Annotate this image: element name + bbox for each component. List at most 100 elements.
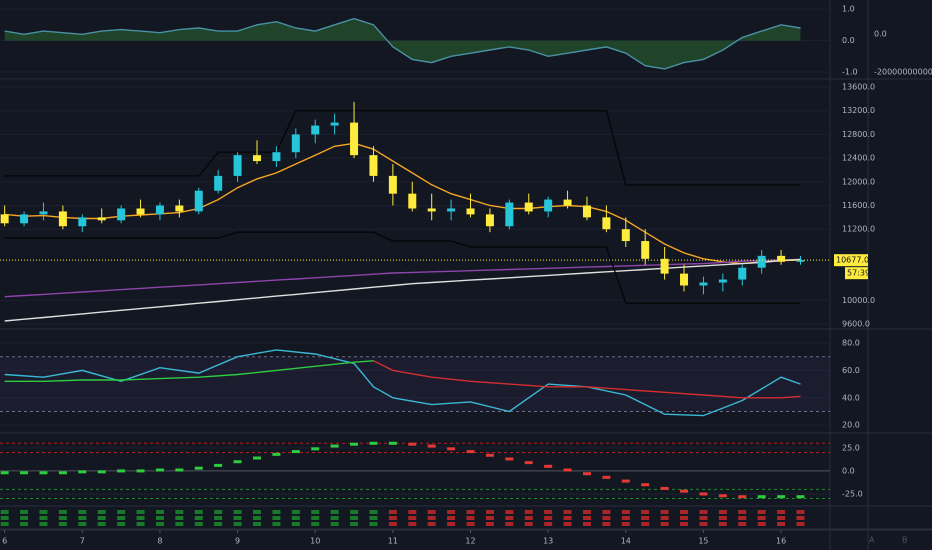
oscillator-dot (699, 492, 708, 496)
signal-dot (155, 522, 164, 526)
candle-body (0, 214, 9, 224)
signal-dot (214, 516, 223, 520)
candle-body (388, 175, 397, 194)
signal-dot (447, 510, 456, 514)
x-tick-label: 11 (388, 537, 398, 546)
signal-dot (621, 510, 630, 514)
candle-body (777, 255, 786, 262)
signal-dot (97, 522, 106, 526)
candle-body (660, 258, 669, 274)
signal-dot (369, 516, 378, 520)
candle-body (155, 205, 164, 215)
signal-dot (0, 522, 9, 526)
signal-dot (214, 510, 223, 514)
signal-dot (194, 522, 203, 526)
x-tick-label: 6 (2, 537, 7, 546)
signal-dot (252, 516, 261, 520)
signal-dot (330, 516, 339, 520)
candle-body (369, 155, 378, 176)
oscillator-dot (544, 464, 553, 468)
signal-dot (117, 516, 126, 520)
candle-body (214, 175, 223, 191)
signal-dot (738, 516, 747, 520)
oscillator-dot (796, 495, 805, 499)
signal-dot (602, 522, 611, 526)
signal-dot (563, 522, 572, 526)
signal-dot (524, 522, 533, 526)
indicator-line (4, 349, 801, 417)
candle-body (738, 267, 747, 280)
candle-body (117, 208, 126, 221)
indicator-line (4, 360, 374, 382)
signal-dot (175, 516, 184, 520)
y-tick-label: 12800.0 (842, 130, 875, 139)
signal-dot (117, 510, 126, 514)
signal-dot (78, 522, 87, 526)
signal-dot (777, 522, 786, 526)
candle-body (291, 134, 300, 153)
oscillator-dot (136, 469, 145, 473)
x-tick-label: 8 (157, 537, 162, 546)
signal-dot (39, 510, 48, 514)
signal-dot (194, 510, 203, 514)
signal-dot (291, 522, 300, 526)
signal-dot (408, 522, 417, 526)
signal-dot (214, 522, 223, 526)
oscillator-dot (602, 475, 611, 479)
signal-dot (796, 516, 805, 520)
signal-dot (660, 510, 669, 514)
signal-dot (524, 510, 533, 514)
y-tick-label: 0.0 (842, 36, 855, 45)
signal-dot (466, 510, 475, 514)
oscillator-dot (311, 447, 320, 451)
x-tick-label: 16 (776, 537, 786, 546)
candle-body (466, 208, 475, 215)
overlay-line (4, 142, 801, 265)
signal-dot (505, 516, 514, 520)
signal-dot (796, 510, 805, 514)
signal-dot (233, 516, 242, 520)
oscillator-dot (155, 468, 164, 472)
signal-dot (582, 510, 591, 514)
candle-body (447, 208, 456, 212)
candle-body (699, 282, 708, 286)
candle-body (136, 208, 145, 215)
signal-dot (369, 510, 378, 514)
signal-dot (641, 516, 650, 520)
oscillator-dot (524, 461, 533, 465)
candle-body (757, 255, 766, 268)
signal-dot (117, 522, 126, 526)
signal-dot (738, 510, 747, 514)
signal-dot (582, 516, 591, 520)
candle-body (78, 217, 87, 227)
y-tick-label: 20.0 (842, 421, 860, 430)
candle-body (330, 122, 339, 126)
oscillator-line (4, 17, 801, 70)
signal-dot (0, 516, 9, 520)
signal-dot (602, 516, 611, 520)
price-marker-box (834, 254, 868, 267)
signal-dot (427, 516, 436, 520)
signal-dot (466, 516, 475, 520)
signal-dot (388, 522, 397, 526)
x-tick-label: 14 (621, 537, 631, 546)
signal-dot (155, 510, 164, 514)
signal-dot (78, 516, 87, 520)
signal-dot (58, 516, 67, 520)
axis-button[interactable]: A (869, 536, 875, 545)
candle-body (485, 214, 494, 227)
signal-dot (777, 516, 786, 520)
indicator-line (373, 360, 801, 399)
y-tick-label: 25.0 (842, 443, 860, 452)
signal-dot (757, 522, 766, 526)
axis-button[interactable]: B (902, 536, 908, 545)
overlay-line (4, 110, 801, 186)
signal-dot (505, 522, 514, 526)
signal-dot (447, 516, 456, 520)
candle-body (563, 199, 572, 206)
signal-dot (796, 522, 805, 526)
oscillator-dot (621, 479, 630, 483)
oscillator-area (4, 18, 801, 69)
x-tick-label: 15 (698, 537, 708, 546)
signal-dot (39, 522, 48, 526)
